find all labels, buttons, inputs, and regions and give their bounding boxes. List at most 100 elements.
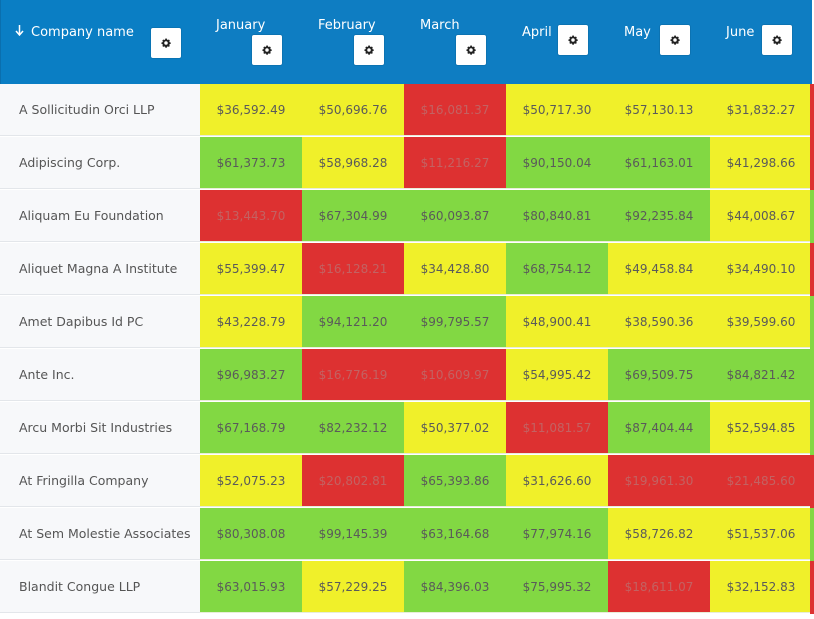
next-column-edge [810, 402, 814, 455]
column-settings-gear-icon[interactable] [354, 35, 384, 65]
value-cell-february: $94,121.20 [302, 296, 404, 348]
column-settings-gear-icon[interactable] [660, 25, 690, 55]
value-cell-april: $75,995.32 [506, 561, 608, 613]
value-cell-may: $87,404.44 [608, 402, 710, 454]
column-header-label: March [420, 18, 460, 33]
column-header-label: June [726, 25, 755, 40]
column-header-label: January [216, 18, 266, 33]
value-cell-june: $52,594.85 [710, 402, 812, 454]
column-header-may[interactable]: May [608, 0, 710, 84]
value-cell-march: $16,081.37 [404, 84, 506, 136]
company-name-cell: At Sem Molestie Associates [0, 508, 200, 560]
value-cell-may: $58,726.82 [608, 508, 710, 560]
value-cell-june: $34,490.10 [710, 243, 812, 295]
column-header-february[interactable]: February [302, 0, 404, 84]
value-cell-january: $63,015.93 [200, 561, 302, 613]
table-row: At Sem Molestie Associates $80,308.08 $99,… [0, 508, 814, 561]
value-cell-april: $50,717.30 [506, 84, 608, 136]
column-settings-gear-icon[interactable] [456, 35, 486, 65]
company-name-cell: Ante Inc. [0, 349, 200, 401]
column-settings-company-gear-icon[interactable] [151, 28, 181, 58]
value-cell-february: $67,304.99 [302, 190, 404, 242]
next-column-edge [810, 84, 814, 137]
table-row: A Sollicitudin Orci LLP $36,592.49 $50,696… [0, 84, 814, 137]
company-name-cell: Adipiscing Corp. [0, 137, 200, 189]
value-cell-january: $43,228.79 [200, 296, 302, 348]
sort-arrow-down-icon [15, 25, 27, 40]
value-cell-january: $67,168.79 [200, 402, 302, 454]
value-cell-may: $57,130.13 [608, 84, 710, 136]
next-column-edge [810, 190, 814, 243]
next-column-edge [810, 561, 814, 614]
table-row: Adipiscing Corp. $61,373.73 $58,968.28 $11,… [0, 137, 814, 190]
table-row: Blandit Congue LLP $63,015.93 $57,229.25 $8… [0, 561, 814, 614]
value-cell-april: $80,840.81 [506, 190, 608, 242]
table-row: Ante Inc. $96,983.27 $16,776.19 $10,609.97 $… [0, 349, 814, 402]
value-cell-may: $18,611.07 [608, 561, 710, 613]
value-cell-february: $57,229.25 [302, 561, 404, 613]
value-cell-january: $55,399.47 [200, 243, 302, 295]
table-row: Arcu Morbi Sit Industries $67,168.79 $82,2… [0, 402, 814, 455]
column-header-june[interactable]: June [710, 0, 812, 84]
column-header-company[interactable]: Company name [0, 0, 200, 84]
value-cell-may: $19,961.30 [608, 455, 710, 507]
value-cell-february: $20,802.81 [302, 455, 404, 507]
value-cell-march: $65,393.86 [404, 455, 506, 507]
company-name-cell: Aliquam Eu Foundation [0, 190, 200, 242]
column-header-label: May [624, 25, 651, 40]
value-cell-march: $60,093.87 [404, 190, 506, 242]
table-row: At Fringilla Company $52,075.23 $20,802.81… [0, 455, 814, 508]
value-cell-january: $13,443.70 [200, 190, 302, 242]
value-cell-june: $44,008.67 [710, 190, 812, 242]
company-name-cell: At Fringilla Company [0, 455, 200, 507]
value-cell-january: $52,075.23 [200, 455, 302, 507]
value-cell-april: $31,626.60 [506, 455, 608, 507]
company-name-cell: Arcu Morbi Sit Industries [0, 402, 200, 454]
table-row: Aliquet Magna A Institute $55,399.47 $16,1… [0, 243, 814, 296]
value-cell-march: $63,164.68 [404, 508, 506, 560]
value-cell-may: $69,509.75 [608, 349, 710, 401]
value-cell-may: $49,458.84 [608, 243, 710, 295]
value-cell-june: $32,152.83 [710, 561, 812, 613]
column-settings-gear-icon[interactable] [558, 25, 588, 55]
next-column-edge [810, 296, 814, 349]
value-cell-january: $80,308.08 [200, 508, 302, 560]
column-settings-gear-icon[interactable] [252, 35, 282, 65]
value-cell-june: $39,599.60 [710, 296, 812, 348]
value-cell-may: $92,235.84 [608, 190, 710, 242]
value-cell-june: $84,821.42 [710, 349, 812, 401]
value-cell-march: $34,428.80 [404, 243, 506, 295]
column-header-company-label: Company name [15, 25, 134, 40]
value-cell-june: $21,485.60 [710, 455, 812, 507]
value-cell-april: $54,995.42 [506, 349, 608, 401]
value-cell-march: $50,377.02 [404, 402, 506, 454]
value-cell-march: $11,216.27 [404, 137, 506, 189]
value-cell-february: $16,128.21 [302, 243, 404, 295]
value-cell-june: $51,537.06 [710, 508, 812, 560]
value-cell-february: $58,968.28 [302, 137, 404, 189]
company-name-cell: Blandit Congue LLP [0, 561, 200, 613]
value-cell-february: $82,232.12 [302, 402, 404, 454]
value-cell-february: $50,696.76 [302, 84, 404, 136]
value-cell-june: $41,298.66 [710, 137, 812, 189]
next-column-edge [810, 455, 814, 508]
column-settings-gear-icon[interactable] [762, 25, 792, 55]
value-cell-march: $10,609.97 [404, 349, 506, 401]
value-cell-april: $77,974.16 [506, 508, 608, 560]
company-name-cell: Aliquet Magna A Institute [0, 243, 200, 295]
value-cell-march: $99,795.57 [404, 296, 506, 348]
grid-header: Company name January February March April Ma… [0, 0, 814, 84]
value-cell-april: $90,150.04 [506, 137, 608, 189]
column-header-label: April [522, 25, 552, 40]
value-cell-january: $36,592.49 [200, 84, 302, 136]
next-column-edge [810, 137, 814, 190]
column-header-january[interactable]: January [200, 0, 302, 84]
value-cell-january: $61,373.73 [200, 137, 302, 189]
value-cell-june: $31,832.27 [710, 84, 812, 136]
column-header-march[interactable]: March [404, 0, 506, 84]
column-header-label: February [318, 18, 376, 33]
column-header-april[interactable]: April [506, 0, 608, 84]
value-cell-april: $68,754.12 [506, 243, 608, 295]
next-column-edge [810, 508, 814, 561]
